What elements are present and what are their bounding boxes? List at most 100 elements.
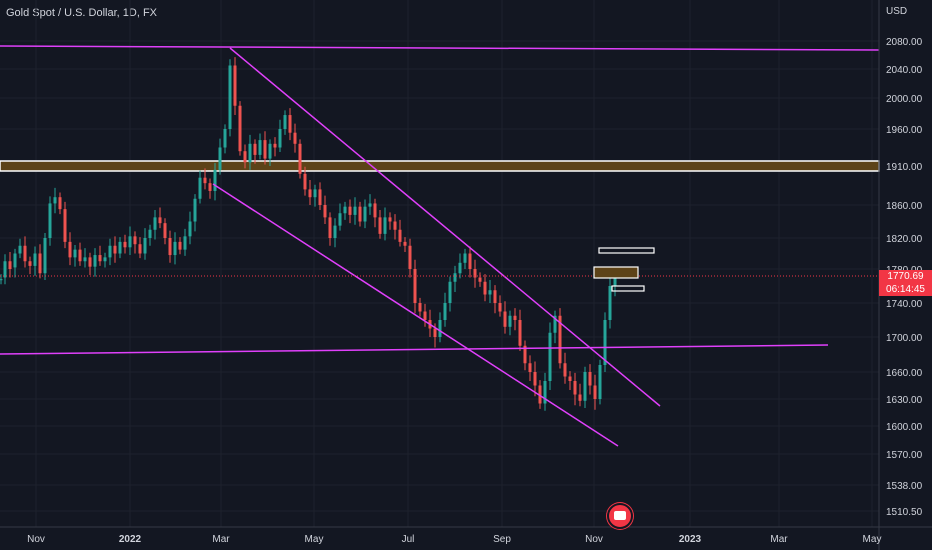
candle-body xyxy=(283,115,287,129)
candle-body xyxy=(43,238,47,274)
bottom-horizontal-trendline xyxy=(0,344,829,355)
price-tick-label: 1860.00 xyxy=(886,201,923,212)
candle-body xyxy=(33,253,37,266)
chart-grid xyxy=(0,0,879,527)
candle-body xyxy=(613,276,617,286)
candle-body xyxy=(593,385,597,399)
candle-body xyxy=(298,143,302,174)
candle-body xyxy=(58,197,62,210)
price-tick-label: 1820.00 xyxy=(886,234,923,245)
candle-body xyxy=(463,253,467,263)
time-tick-label: Nov xyxy=(585,534,603,545)
candle-body xyxy=(493,290,497,303)
channel-upper-trendline xyxy=(229,47,661,407)
candle-body xyxy=(93,255,97,267)
economic-event-flag-icon[interactable] xyxy=(607,503,633,529)
candle-body xyxy=(408,245,412,269)
time-tick-label: 2022 xyxy=(119,534,142,545)
candle-body xyxy=(153,217,157,230)
candle-body xyxy=(178,241,182,250)
candle-body xyxy=(588,372,592,386)
candle-body xyxy=(533,372,537,386)
candle-body xyxy=(508,315,512,327)
candle-body xyxy=(483,281,487,295)
candle-body xyxy=(388,217,392,222)
time-tick-label: Nov xyxy=(27,534,45,545)
price-tick-label: 2040.00 xyxy=(886,65,923,76)
candle-body xyxy=(558,315,562,364)
candle-body xyxy=(368,203,372,207)
candle-body xyxy=(528,363,532,372)
candle-body xyxy=(198,177,202,199)
candle-body xyxy=(278,129,282,148)
candle-body xyxy=(578,394,582,401)
candle-body xyxy=(518,320,522,346)
candle-body xyxy=(473,269,477,278)
chart-title: Gold Spot / U.S. Dollar, 1D, FX xyxy=(6,7,158,19)
candle-body xyxy=(48,203,52,238)
candle-body xyxy=(73,249,77,258)
candle-body xyxy=(213,169,217,191)
candle-body xyxy=(173,241,177,256)
candle-body xyxy=(418,303,422,312)
candle-body xyxy=(123,241,127,248)
candle-body xyxy=(498,303,502,312)
candle-body xyxy=(63,209,67,242)
price-tick-label: 1630.00 xyxy=(886,395,923,406)
candle-body xyxy=(98,255,102,262)
candle-body xyxy=(598,365,602,399)
channel-lower-trendline xyxy=(212,183,619,447)
candle-body xyxy=(68,241,72,258)
price-tick-label: 1740.00 xyxy=(886,299,923,310)
candle-body xyxy=(13,253,17,268)
candle-body xyxy=(308,189,312,198)
candle-body xyxy=(28,261,32,266)
candle-body xyxy=(148,229,152,238)
candle-body xyxy=(603,320,607,365)
candle-body xyxy=(573,381,577,395)
price-tick-label: 1960.00 xyxy=(886,125,923,136)
candle-body xyxy=(323,205,327,218)
candle-body xyxy=(183,236,187,250)
time-tick-label: Mar xyxy=(770,534,788,545)
candle-body xyxy=(383,217,387,234)
currency-label: USD xyxy=(886,6,908,17)
candle-body xyxy=(78,249,82,262)
candle-body xyxy=(218,147,222,170)
candle-body xyxy=(318,189,322,205)
candle-body xyxy=(158,217,162,224)
time-tick-label: May xyxy=(305,534,324,545)
candle-body xyxy=(423,311,427,320)
candle-body xyxy=(23,245,27,262)
candle-body xyxy=(38,253,42,274)
price-tick-label: 1910.00 xyxy=(886,162,923,173)
candle-body xyxy=(503,311,507,327)
candle-body xyxy=(0,279,3,281)
candle-body xyxy=(253,143,257,155)
candle-body xyxy=(113,245,117,254)
candle-body xyxy=(208,183,212,191)
candle-body xyxy=(458,262,462,274)
price-tick-label: 1660.00 xyxy=(886,368,923,379)
price-tick-label: 1538.00 xyxy=(886,481,923,492)
candle-body xyxy=(403,241,407,246)
time-tick-label: 2023 xyxy=(679,534,702,545)
candle-body xyxy=(343,206,347,214)
candle-body xyxy=(523,345,527,364)
candle-body xyxy=(108,245,112,258)
candle-body xyxy=(143,238,147,254)
candle-body xyxy=(243,151,247,163)
candle-body xyxy=(478,277,482,282)
time-axis: Nov 2022 Mar May Jul Sep Nov 2023 Mar May xyxy=(27,534,881,545)
candle-body xyxy=(363,206,367,222)
candles xyxy=(0,57,617,411)
resistance-zone xyxy=(0,160,880,172)
candle-body xyxy=(188,221,192,237)
candle-body xyxy=(488,290,492,295)
time-tick-label: Sep xyxy=(493,534,511,545)
candle-body xyxy=(553,315,557,333)
candle-body xyxy=(543,381,547,404)
candle-body xyxy=(378,217,382,234)
candle-body xyxy=(263,140,267,159)
